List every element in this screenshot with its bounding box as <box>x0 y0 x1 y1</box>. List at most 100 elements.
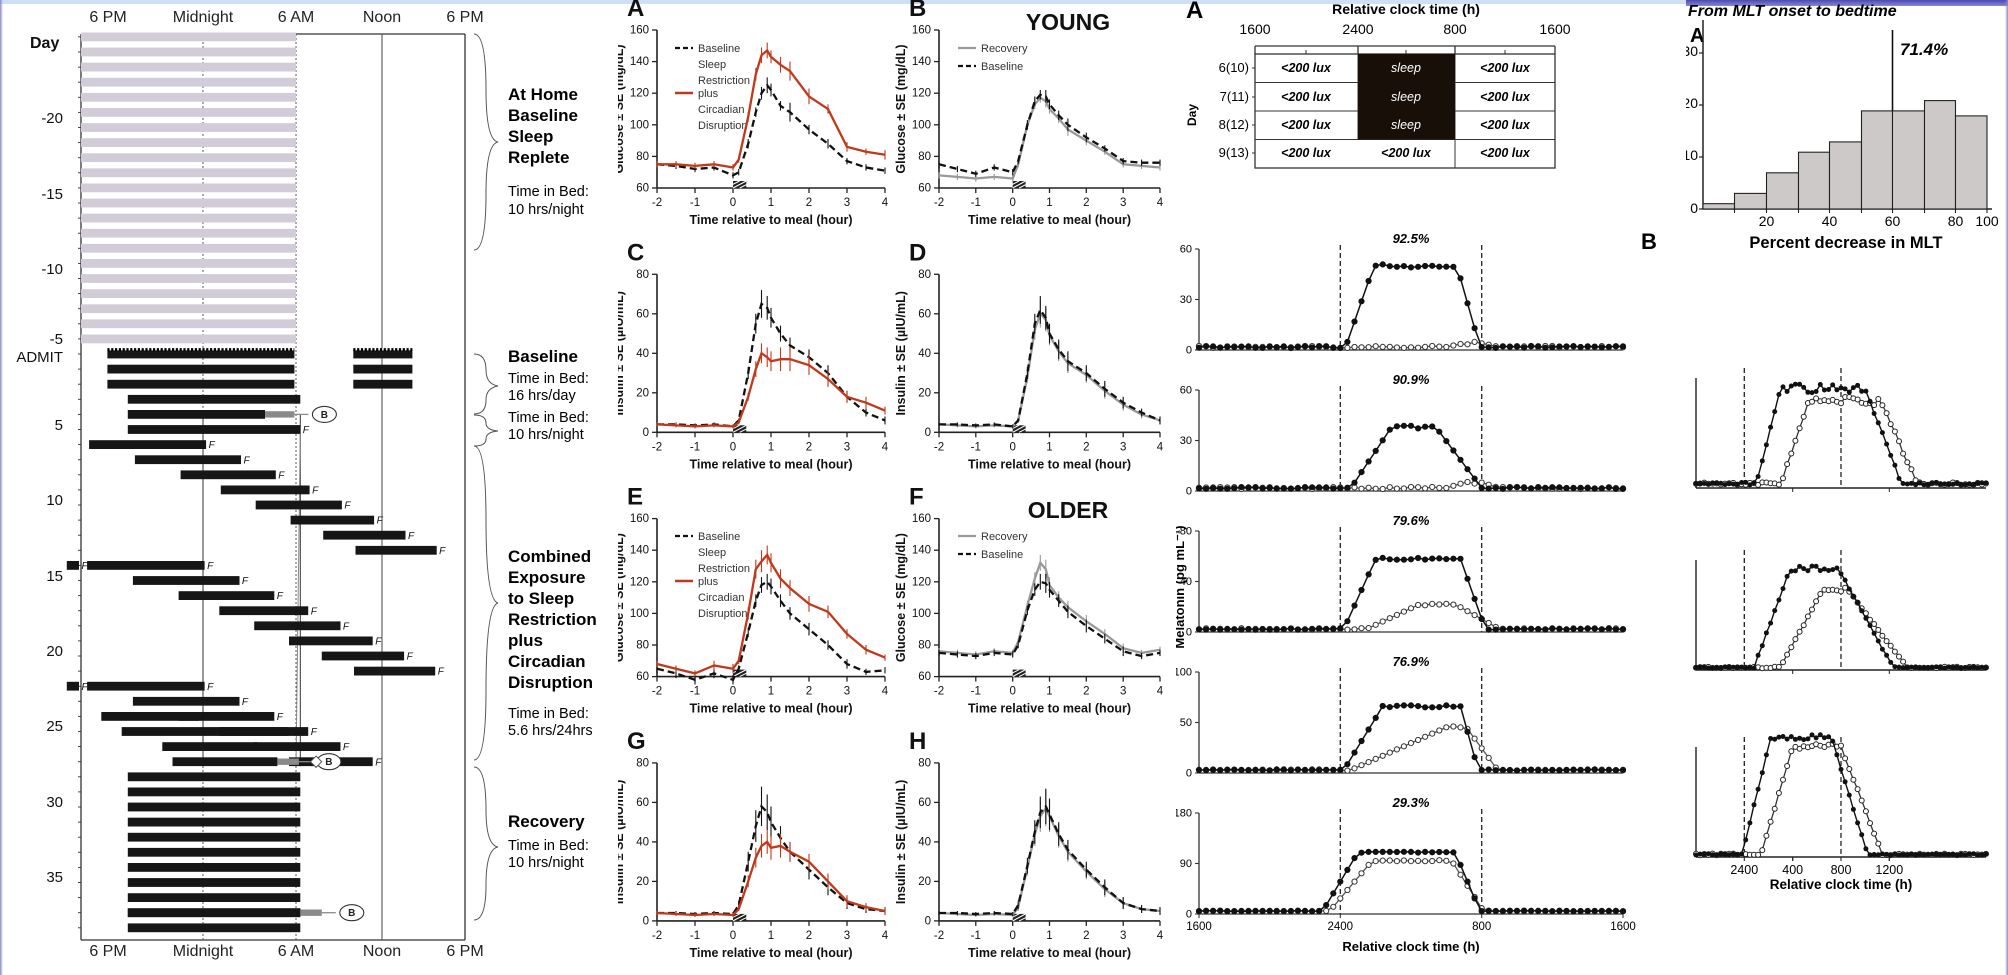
svg-text:2: 2 <box>1083 441 1089 453</box>
svg-text:Insulin ± SE (µIU/mL): Insulin ± SE (µIU/mL) <box>894 291 908 415</box>
svg-text:60: 60 <box>918 183 931 195</box>
svg-text:Recovery: Recovery <box>981 531 1028 543</box>
svg-text:-2: -2 <box>934 930 944 942</box>
svg-text:1: 1 <box>768 197 774 209</box>
svg-text:0: 0 <box>1009 197 1015 209</box>
svg-text:160: 160 <box>630 513 649 525</box>
svg-text:2: 2 <box>1083 930 1089 942</box>
svg-text:F: F <box>408 531 415 542</box>
svg-text:3: 3 <box>844 441 850 453</box>
svg-text:20: 20 <box>636 387 649 399</box>
svg-text:F: F <box>82 682 89 693</box>
svg-text:F: F <box>375 757 382 768</box>
svg-text:F: F <box>201 712 208 723</box>
svg-text:Noon: Noon <box>363 9 401 26</box>
svg-text:Time relative to meal (hour): Time relative to meal (hour) <box>968 213 1131 227</box>
svg-text:-1: -1 <box>690 686 700 698</box>
svg-text:H: H <box>909 728 926 755</box>
svg-text:F: F <box>303 425 310 436</box>
svg-text:10 hrs/night: 10 hrs/night <box>508 202 584 218</box>
svg-text:80: 80 <box>636 151 649 163</box>
svg-text:2: 2 <box>806 686 812 698</box>
svg-text:0: 0 <box>1690 200 1698 216</box>
svg-text:1: 1 <box>1046 930 1052 942</box>
svg-text:6 PM: 6 PM <box>89 9 126 26</box>
svg-text:20: 20 <box>1759 213 1775 229</box>
svg-text:120: 120 <box>912 88 931 100</box>
svg-text:<200 lux: <200 lux <box>1480 61 1531 75</box>
svg-text:180: 180 <box>1176 808 1192 820</box>
svg-text:A: A <box>627 0 644 22</box>
svg-text:-2: -2 <box>934 686 944 698</box>
svg-text:D: D <box>909 239 926 266</box>
svg-text:A: A <box>1186 0 1203 24</box>
svg-text:F: F <box>207 561 214 572</box>
svg-text:From MLT onset to bedtime: From MLT onset to bedtime <box>1688 3 1897 20</box>
svg-text:F: F <box>278 470 285 481</box>
svg-text:<200 lux: <200 lux <box>1480 118 1531 132</box>
svg-text:-1: -1 <box>690 441 700 453</box>
svg-text:<200 lux: <200 lux <box>1281 90 1332 104</box>
svg-text:5.6 hrs/24hrs: 5.6 hrs/24hrs <box>508 723 593 739</box>
svg-text:Disruption: Disruption <box>698 120 748 132</box>
svg-text:10 hrs/night: 10 hrs/night <box>508 427 584 443</box>
svg-text:60: 60 <box>1180 244 1192 256</box>
svg-text:F: F <box>311 606 318 617</box>
svg-text:79.6%: 79.6% <box>1393 513 1430 528</box>
svg-text:<200 lux: <200 lux <box>1281 146 1332 160</box>
svg-text:F: F <box>244 455 251 466</box>
svg-text:60: 60 <box>636 797 649 809</box>
svg-text:At Home: At Home <box>508 85 578 104</box>
svg-text:Time relative to meal (hour): Time relative to meal (hour) <box>968 946 1131 960</box>
svg-text:10: 10 <box>1686 147 1698 163</box>
svg-text:100: 100 <box>912 119 931 131</box>
svg-text:Baseline: Baseline <box>508 106 578 125</box>
svg-text:Time in Bed:: Time in Bed: <box>508 410 589 426</box>
svg-text:29.3%: 29.3% <box>1392 795 1430 810</box>
svg-text:20: 20 <box>918 387 931 399</box>
svg-text:1600: 1600 <box>1539 21 1570 37</box>
svg-text:-1: -1 <box>971 686 981 698</box>
svg-text:140: 140 <box>630 56 649 68</box>
svg-text:4: 4 <box>1157 686 1164 698</box>
svg-text:9(13): 9(13) <box>1219 145 1249 160</box>
svg-text:20: 20 <box>1686 95 1698 111</box>
svg-text:160: 160 <box>912 25 931 37</box>
svg-text:0: 0 <box>1009 686 1015 698</box>
svg-text:F: F <box>82 561 89 572</box>
svg-text:0: 0 <box>925 915 931 927</box>
svg-text:Melatonin (pg mL⁻¹): Melatonin (pg mL⁻¹) <box>1176 525 1187 648</box>
svg-text:71.4%: 71.4% <box>1900 40 1948 59</box>
svg-text:1: 1 <box>1046 441 1052 453</box>
svg-text:C: C <box>627 239 644 266</box>
svg-text:20: 20 <box>918 876 931 888</box>
svg-text:E: E <box>627 484 643 511</box>
svg-text:plus: plus <box>508 631 543 650</box>
svg-text:40: 40 <box>918 836 931 848</box>
svg-text:6 PM: 6 PM <box>446 9 483 26</box>
svg-text:plus: plus <box>698 576 719 588</box>
svg-text:F: F <box>277 591 284 602</box>
svg-text:60: 60 <box>636 183 649 195</box>
svg-text:Time in Bed:: Time in Bed: <box>508 706 589 722</box>
svg-text:OLDER: OLDER <box>1028 497 1109 523</box>
svg-text:F: F <box>343 621 350 632</box>
svg-text:3: 3 <box>844 930 850 942</box>
svg-text:6(10): 6(10) <box>1219 60 1249 75</box>
svg-text:1600: 1600 <box>1186 921 1212 933</box>
svg-text:0: 0 <box>730 197 736 209</box>
svg-text:0: 0 <box>1186 909 1192 921</box>
svg-text:100: 100 <box>1176 667 1192 679</box>
svg-text:F: F <box>209 440 216 451</box>
svg-text:Time relative to meal (hour): Time relative to meal (hour) <box>689 213 852 227</box>
svg-text:<200 lux: <200 lux <box>1381 146 1432 160</box>
svg-text:sleep: sleep <box>1391 90 1421 104</box>
svg-text:Circadian: Circadian <box>508 652 585 671</box>
svg-text:<200 lux: <200 lux <box>1480 146 1531 160</box>
svg-text:80: 80 <box>918 640 931 652</box>
svg-text:Time relative to meal (hour): Time relative to meal (hour) <box>968 457 1131 471</box>
svg-text:1600: 1600 <box>1610 921 1636 933</box>
svg-text:-15: -15 <box>41 186 63 203</box>
svg-text:30: 30 <box>1686 43 1698 59</box>
svg-text:Relative clock time (h): Relative clock time (h) <box>1342 939 1479 954</box>
